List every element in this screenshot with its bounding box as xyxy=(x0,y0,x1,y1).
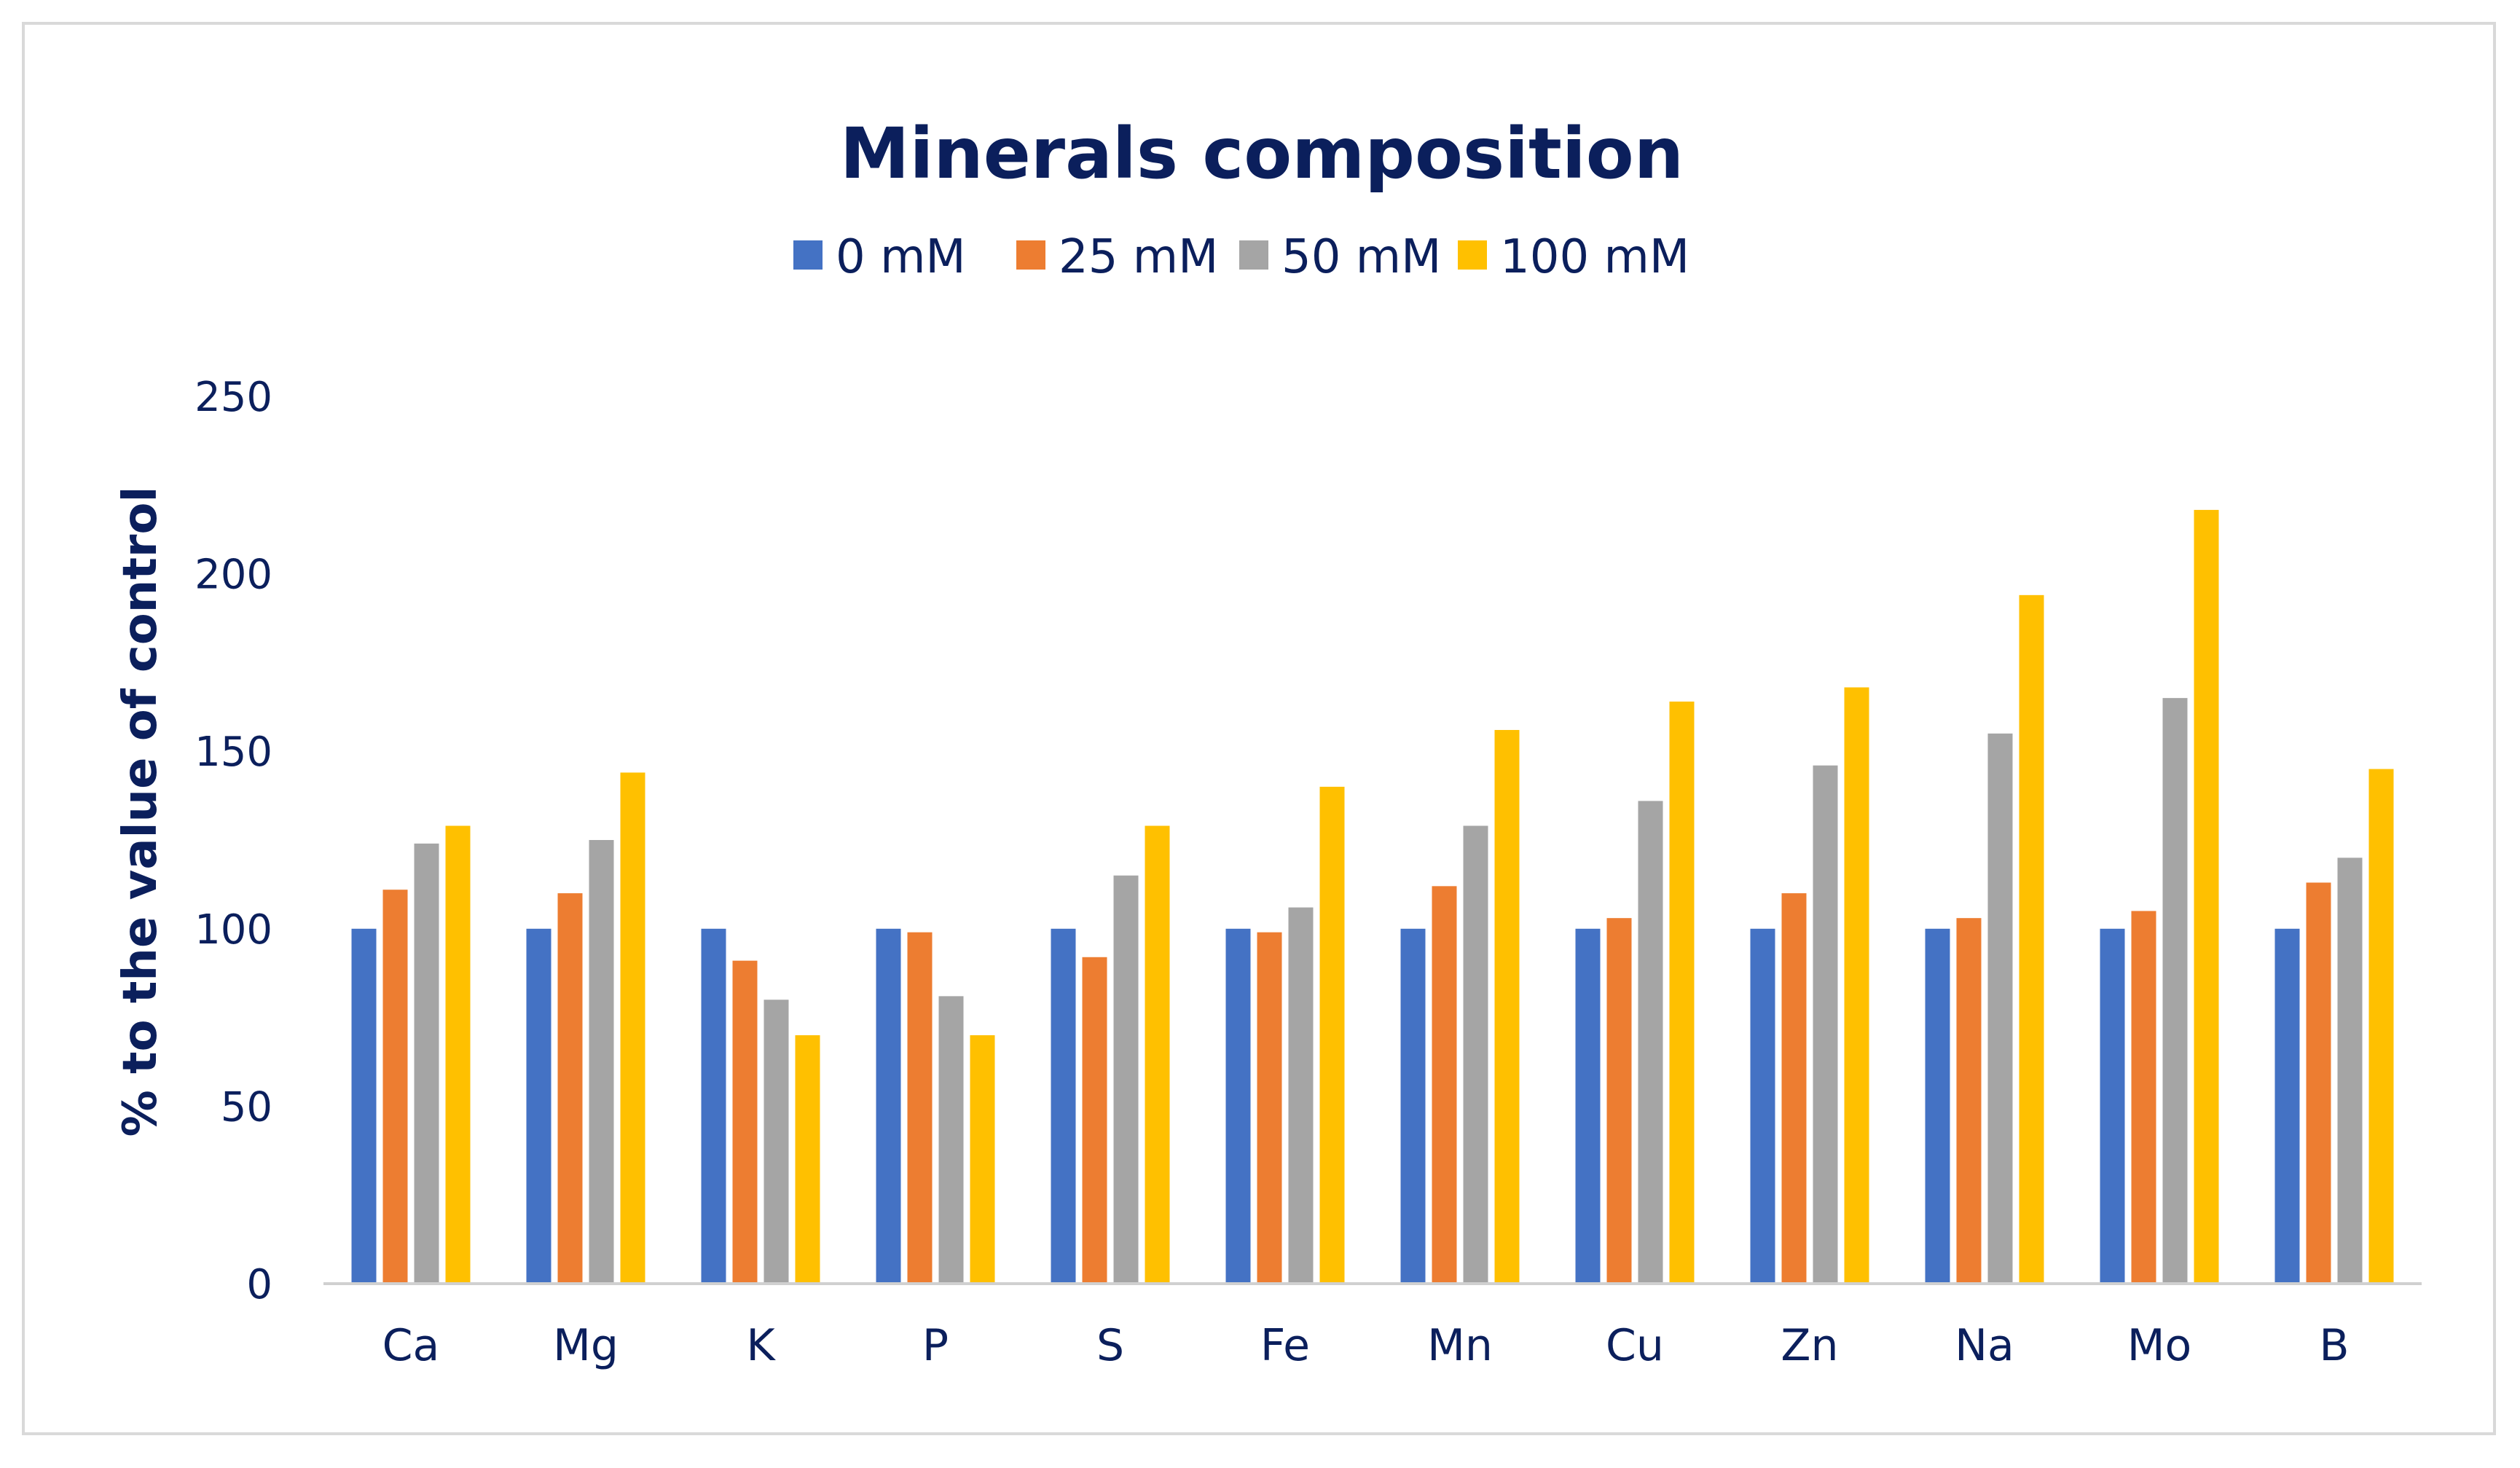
bar-b-50mm xyxy=(2337,857,2363,1284)
legend-label: 100 mM xyxy=(1500,230,1689,284)
bar-fe-50mm xyxy=(1288,907,1314,1284)
legend-swatch xyxy=(793,240,823,270)
chart-frame: Minerals composition % to the value of c… xyxy=(22,22,2496,1435)
bar-cu-100mm xyxy=(1669,701,1695,1284)
bar-zn-0mm xyxy=(1750,928,1775,1284)
bar-p-100mm xyxy=(970,1035,995,1284)
bar-mn-50mm xyxy=(1463,825,1488,1284)
bar-na-100mm xyxy=(2019,594,2044,1284)
y-axis-ticks: 0 50 100 150 200 250 xyxy=(195,374,272,1308)
y-tick-label: 100 xyxy=(195,906,272,954)
y-tick-label: 0 xyxy=(246,1261,272,1308)
bar-mg-25mm xyxy=(557,893,583,1284)
x-category-label: Na xyxy=(1955,1320,2014,1371)
bar-cu-25mm xyxy=(1606,918,1632,1284)
bar-zn-25mm xyxy=(1781,893,1807,1284)
x-category-label: Mg xyxy=(553,1320,619,1371)
bar-mn-25mm xyxy=(1432,886,1457,1284)
legend-label: 0 mM xyxy=(836,230,966,284)
chart-title: Minerals composition xyxy=(840,113,1684,195)
bar-ca-25mm xyxy=(382,890,408,1284)
bar-mg-50mm xyxy=(589,840,614,1284)
bar-k-100mm xyxy=(795,1035,820,1284)
x-category-label: Cu xyxy=(1606,1320,1664,1371)
x-category-label: B xyxy=(2319,1320,2349,1371)
x-axis-categories: Ca Mg K P S Fe Mn Cu Zn Na Mo B xyxy=(382,1320,2350,1371)
bar-s-25mm xyxy=(1082,957,1107,1284)
bar-fe-100mm xyxy=(1319,786,1345,1284)
x-category-label: Mo xyxy=(2127,1320,2191,1371)
x-category-label: Fe xyxy=(1260,1320,1310,1371)
legend: 0 mM 25 mM 50 mM 100 mM xyxy=(793,230,1689,284)
chart-canvas: Minerals composition % to the value of c… xyxy=(114,113,2422,1371)
bar-p-25mm xyxy=(907,932,933,1284)
y-tick-label: 50 xyxy=(221,1083,272,1131)
bar-cu-0mm xyxy=(1575,928,1601,1284)
bar-cu-50mm xyxy=(1638,801,1663,1284)
bar-na-50mm xyxy=(1987,733,2013,1284)
bar-b-100mm xyxy=(2368,769,2394,1284)
legend-swatch xyxy=(1458,240,1487,270)
bar-b-25mm xyxy=(2306,882,2331,1284)
x-category-label: K xyxy=(746,1320,776,1371)
bar-s-100mm xyxy=(1145,825,1170,1284)
legend-label: 25 mM xyxy=(1059,230,1218,284)
bar-mn-0mm xyxy=(1400,928,1426,1284)
bar-s-50mm xyxy=(1113,875,1139,1284)
bar-mg-100mm xyxy=(620,772,645,1284)
bar-mo-0mm xyxy=(2100,928,2125,1284)
bar-mo-50mm xyxy=(2162,698,2188,1284)
bar-zn-50mm xyxy=(1813,765,1838,1284)
y-tick-label: 150 xyxy=(195,729,272,776)
y-tick-label: 250 xyxy=(195,374,272,421)
legend-swatch xyxy=(1239,240,1268,270)
x-category-label: S xyxy=(1096,1320,1124,1371)
bar-zn-100mm xyxy=(1844,687,1869,1284)
bar-mo-100mm xyxy=(2194,509,2219,1284)
bar-fe-25mm xyxy=(1257,932,1282,1284)
bar-mo-25mm xyxy=(2131,911,2156,1284)
bar-p-50mm xyxy=(938,996,964,1284)
bar-k-25mm xyxy=(732,960,758,1284)
bar-ca-0mm xyxy=(351,928,377,1284)
bar-k-50mm xyxy=(764,1000,789,1284)
bar-b-0mm xyxy=(2274,928,2300,1284)
bar-k-0mm xyxy=(701,928,726,1284)
x-category-label: P xyxy=(922,1320,949,1371)
bar-mg-0mm xyxy=(526,928,552,1284)
x-category-label: Zn xyxy=(1781,1320,1838,1371)
bar-p-0mm xyxy=(876,928,901,1284)
bar-mn-100mm xyxy=(1494,729,1520,1284)
bars xyxy=(351,509,2394,1284)
legend-swatch xyxy=(1016,240,1045,270)
bar-na-25mm xyxy=(1956,918,1982,1284)
y-tick-label: 200 xyxy=(195,552,272,599)
bar-ca-50mm xyxy=(414,843,439,1284)
x-category-label: Mn xyxy=(1427,1320,1493,1371)
x-category-label: Ca xyxy=(382,1320,440,1371)
bar-fe-0mm xyxy=(1225,928,1251,1284)
y-axis-label: % to the value of control xyxy=(114,487,168,1137)
bar-na-0mm xyxy=(1925,928,1950,1284)
legend-label: 50 mM xyxy=(1281,230,1441,284)
bar-s-0mm xyxy=(1051,928,1076,1284)
bar-ca-100mm xyxy=(445,825,471,1284)
